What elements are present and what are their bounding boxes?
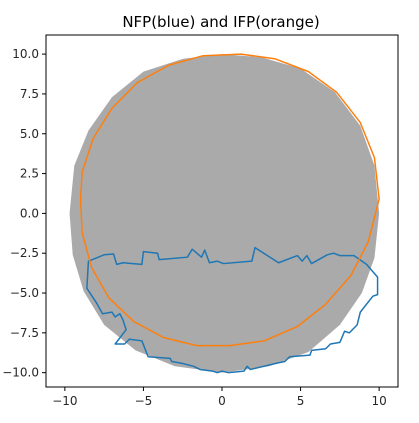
y-tick-label: 2.5	[20, 167, 39, 181]
series-line-0	[86, 246, 379, 374]
x-axis: −10 −5 0 5 10	[52, 387, 387, 408]
y-tick-label: −2.5	[10, 246, 39, 260]
y-tick-label: 0.0	[20, 206, 39, 220]
x-tick-label: 5	[297, 394, 305, 408]
y-tick-label: 10.0	[12, 47, 39, 61]
x-tick-label: −5	[135, 394, 153, 408]
plot-content	[69, 53, 380, 374]
x-tick-label: 0	[218, 394, 226, 408]
y-tick-label: −5.0	[10, 286, 39, 300]
y-tick-label: 5.0	[20, 127, 39, 141]
x-tick-label: 10	[372, 394, 387, 408]
chart-title: NFP(blue) and IFP(orange)	[122, 13, 319, 31]
shaded-region	[69, 54, 380, 373]
plot-frame	[45, 34, 399, 388]
y-tick-label: 7.5	[20, 87, 39, 101]
y-tick-label: −10.0	[2, 366, 39, 380]
series-line-1	[79, 53, 380, 347]
x-tick-label: −10	[52, 394, 77, 408]
y-axis: 10.0 7.5 5.0 2.5 0.0 −2.5 −5.0 −7.5 −10.0	[2, 47, 46, 380]
y-tick-label: −7.5	[10, 326, 39, 340]
